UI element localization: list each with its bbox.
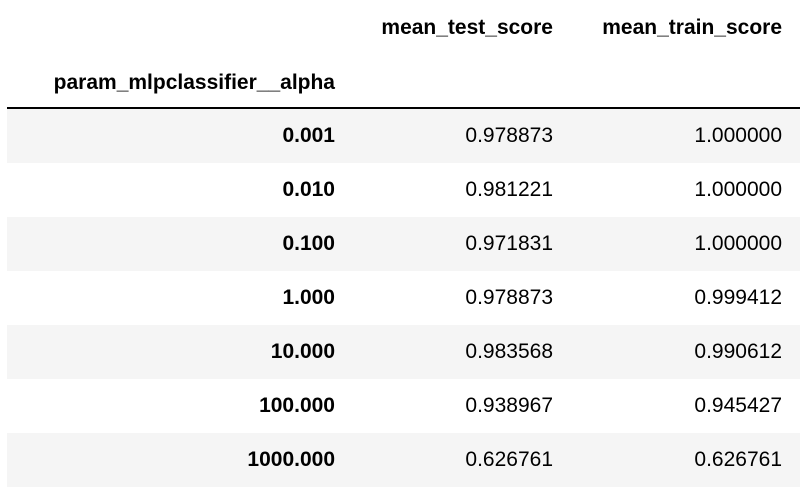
cell-value: 0.938967 <box>465 394 553 417</box>
cell-value: 0.971831 <box>465 232 553 255</box>
cell-value: 0.945427 <box>694 394 782 417</box>
cell-value: 1.000000 <box>694 124 782 147</box>
row-index: 10.000 <box>270 340 335 363</box>
cell-value: 1.000000 <box>694 178 782 201</box>
cell-value: 1.000000 <box>694 232 782 255</box>
row-index: 1000.000 <box>247 448 335 471</box>
cell-value: 0.978873 <box>465 124 553 147</box>
row-index: 0.010 <box>282 178 335 201</box>
row-stripe <box>7 217 800 271</box>
row-index: 1.000 <box>282 286 335 309</box>
row-stripe <box>7 109 800 163</box>
row-index: 0.001 <box>282 124 335 147</box>
row-index: 0.100 <box>282 232 335 255</box>
cell-value: 0.999412 <box>694 286 782 309</box>
cell-value: 0.626761 <box>694 448 782 471</box>
column-header: mean_test_score <box>381 16 553 39</box>
cell-value: 0.981221 <box>465 178 553 201</box>
row-stripe <box>7 325 800 379</box>
cell-value: 0.978873 <box>465 286 553 309</box>
cell-value: 0.990612 <box>694 340 782 363</box>
index-name: param_mlpclassifier__alpha <box>53 71 335 94</box>
cell-value: 0.626761 <box>465 448 553 471</box>
column-header: mean_train_score <box>602 16 782 39</box>
cell-value: 0.983568 <box>465 340 553 363</box>
row-stripe <box>7 433 800 487</box>
row-index: 100.000 <box>259 394 335 417</box>
header-rule <box>7 107 800 109</box>
